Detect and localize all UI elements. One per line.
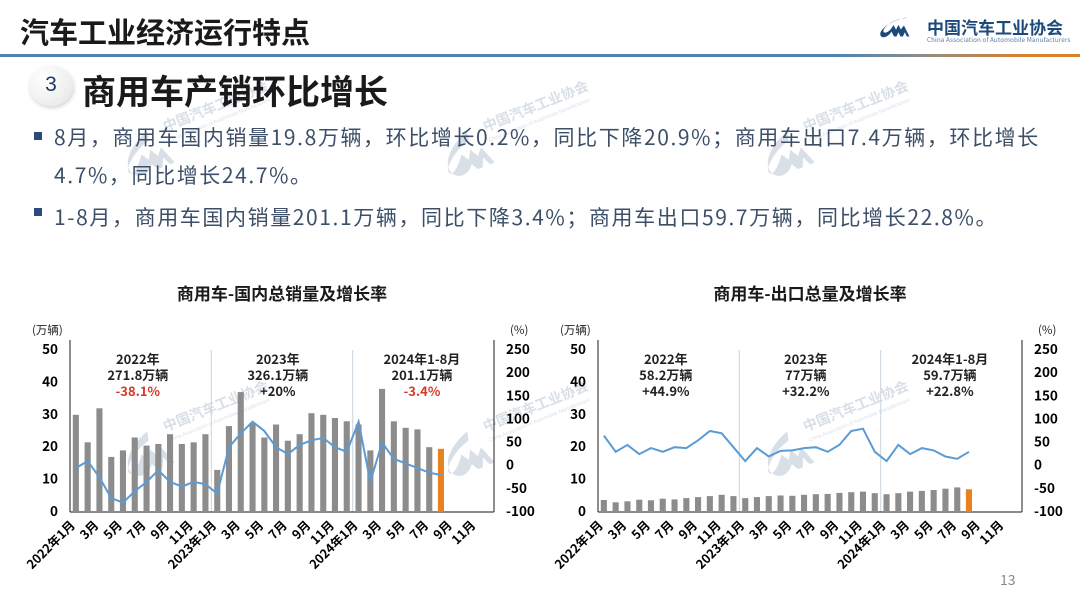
svg-text:商用车-出口总量及增长率: 商用车-出口总量及增长率: [713, 280, 906, 305]
svg-text:-38.1%: -38.1%: [116, 381, 161, 400]
svg-text:11月: 11月: [974, 515, 1007, 548]
svg-text:-50: -50: [1034, 477, 1055, 497]
svg-text:40: 40: [570, 370, 586, 390]
svg-text:200: 200: [506, 361, 530, 381]
svg-text:0: 0: [50, 500, 58, 520]
svg-text:200: 200: [1034, 361, 1058, 381]
svg-text:50: 50: [42, 338, 58, 358]
svg-text:-50: -50: [506, 477, 527, 497]
svg-text:30: 30: [42, 403, 58, 423]
svg-text:250: 250: [506, 338, 530, 358]
svg-text:10: 10: [570, 468, 586, 488]
svg-text:50: 50: [570, 338, 586, 358]
svg-text:10: 10: [42, 468, 58, 488]
svg-text:150: 150: [1034, 384, 1058, 404]
svg-text:0: 0: [1034, 454, 1042, 474]
svg-text:0: 0: [506, 454, 514, 474]
svg-text:+32.2%: +32.2%: [782, 381, 830, 400]
svg-text:-100: -100: [1034, 500, 1063, 520]
svg-text:2022年1月: 2022年1月: [22, 515, 79, 572]
svg-text:150: 150: [506, 384, 530, 404]
svg-text:(%): (%): [510, 322, 528, 338]
svg-text:50: 50: [506, 431, 522, 451]
svg-text:50: 50: [1034, 431, 1050, 451]
svg-text:100: 100: [1034, 407, 1058, 427]
svg-text:(%): (%): [1038, 322, 1056, 338]
svg-text:30: 30: [570, 403, 586, 423]
svg-text:100: 100: [506, 407, 530, 427]
svg-text:40: 40: [42, 370, 58, 390]
svg-text:-3.4%: -3.4%: [403, 381, 440, 400]
svg-text:11月: 11月: [446, 515, 479, 548]
svg-text:20: 20: [570, 435, 586, 455]
svg-text:+44.9%: +44.9%: [642, 381, 690, 400]
svg-text:250: 250: [1034, 338, 1058, 358]
svg-text:+22.8%: +22.8%: [926, 381, 974, 400]
svg-text:(万辆): (万辆): [560, 322, 591, 338]
svg-text:+20%: +20%: [260, 381, 296, 400]
svg-text:-100: -100: [506, 500, 535, 520]
svg-text:0: 0: [578, 500, 586, 520]
svg-text:2022年1月: 2022年1月: [550, 515, 607, 572]
svg-text:商用车-国内总销量及增长率: 商用车-国内总销量及增长率: [177, 280, 387, 305]
svg-text:20: 20: [42, 435, 58, 455]
svg-text:(万辆): (万辆): [32, 322, 63, 338]
